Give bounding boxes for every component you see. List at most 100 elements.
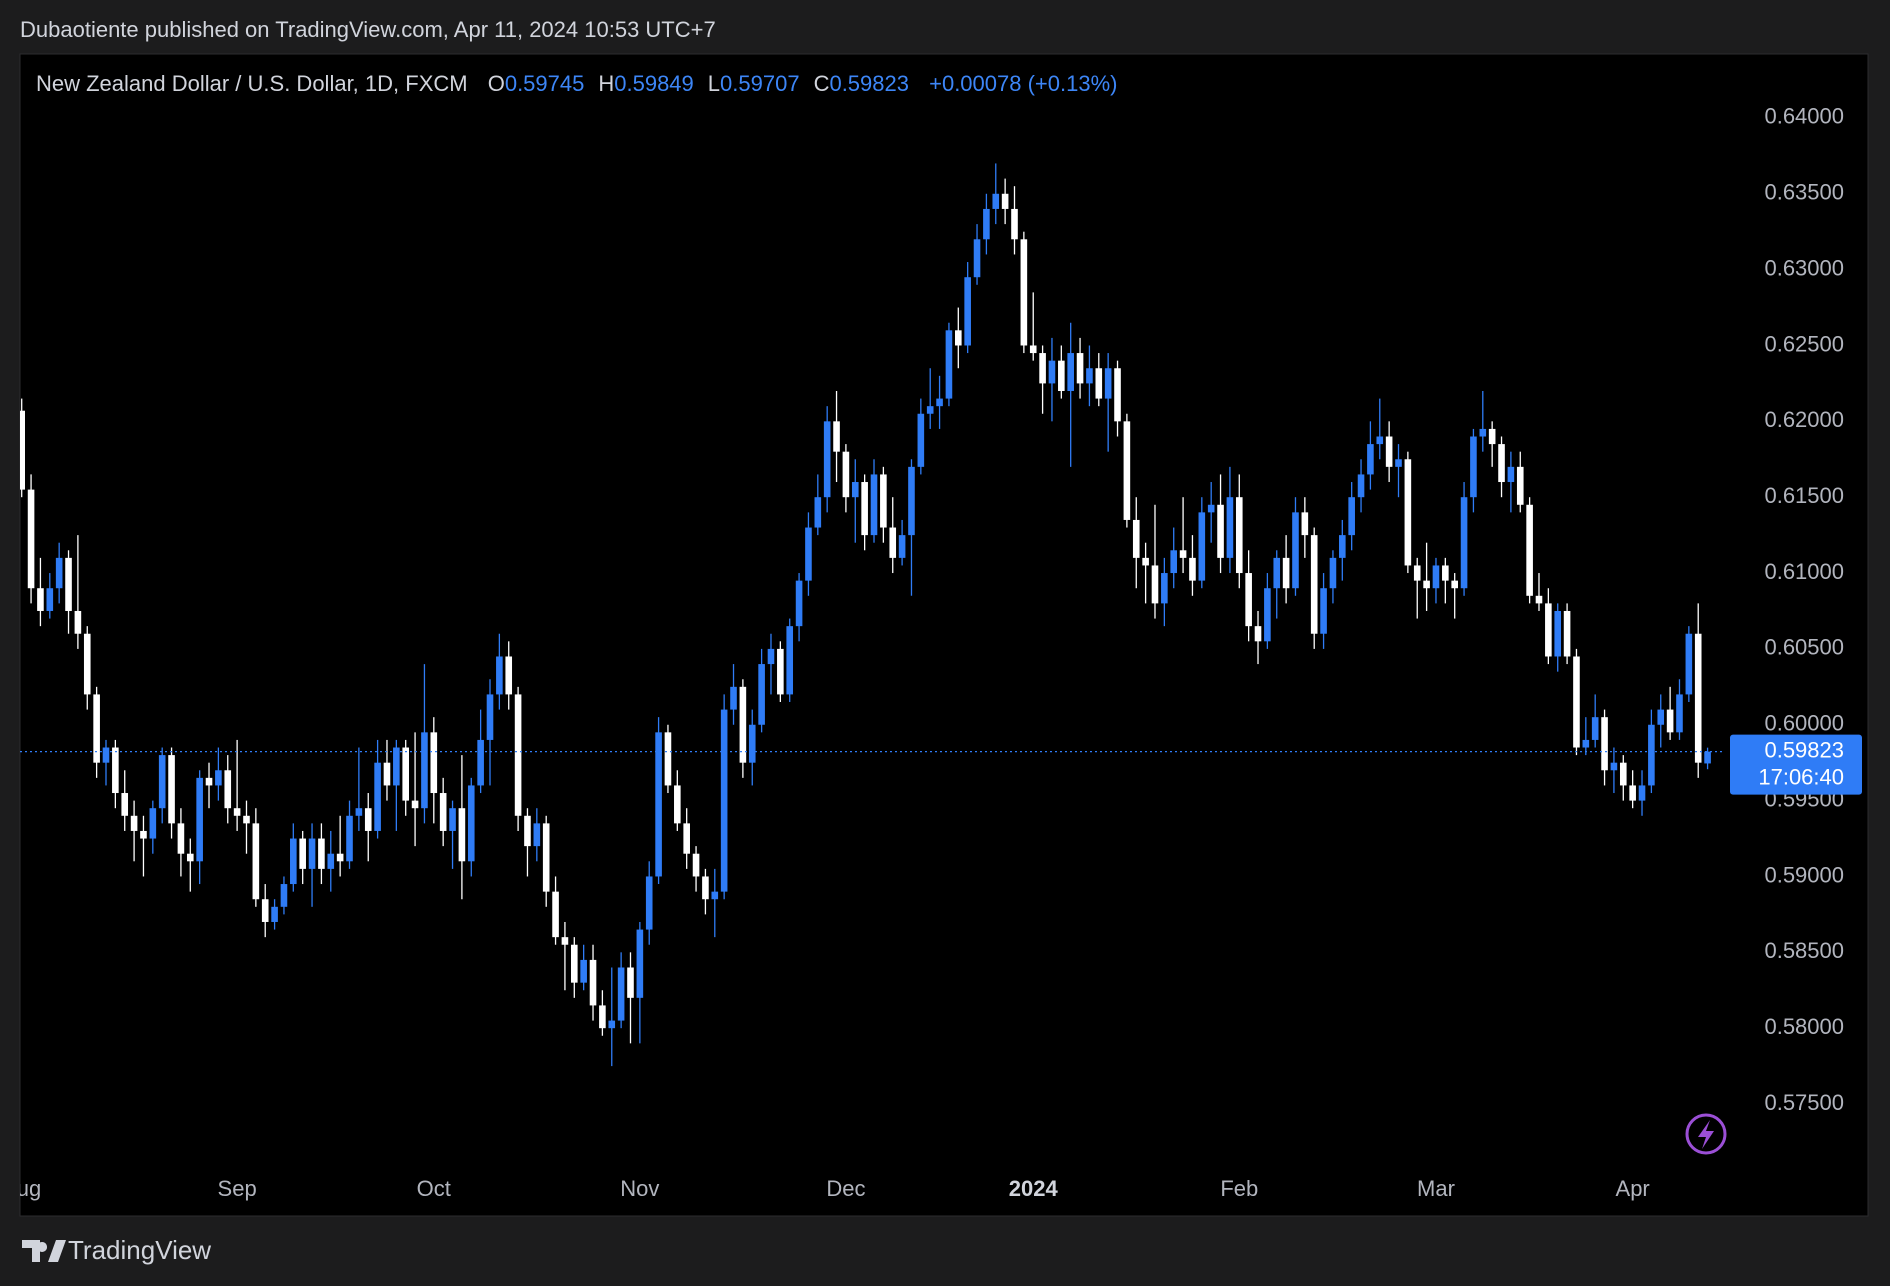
- candle-body: [1582, 739, 1590, 748]
- candle-body: [983, 208, 990, 240]
- candle-body: [805, 527, 812, 581]
- candle-body: [486, 694, 494, 740]
- candle-body: [664, 732, 672, 786]
- candle-body: [186, 853, 194, 862]
- candle-body: [1573, 656, 1580, 748]
- candle-body: [1498, 444, 1505, 483]
- candle-body: [870, 474, 878, 536]
- x-tick-label: Dec: [826, 1176, 865, 1201]
- candle-body: [1554, 610, 1562, 657]
- candle-body: [936, 398, 943, 407]
- candle-body: [1385, 436, 1393, 467]
- publish-header: Dubaotiente published on TradingView.com…: [20, 17, 716, 42]
- x-axis: Aug Sep Oct Nov Dec 2024 Feb Mar Apr: [2, 1176, 1650, 1201]
- candle-body: [570, 944, 578, 983]
- candle-body: [851, 482, 859, 498]
- candle-body: [1395, 459, 1402, 467]
- candle-body: [524, 815, 531, 847]
- candle-body: [1189, 557, 1196, 581]
- candle-body: [1367, 444, 1374, 475]
- candle-body: [767, 648, 775, 665]
- candle-body: [1685, 633, 1693, 695]
- candle-body: [215, 770, 222, 786]
- alert-bolt: [1698, 1120, 1714, 1149]
- candle-body: [645, 876, 653, 930]
- candle-body: [1301, 512, 1309, 536]
- candle-body: [561, 937, 569, 945]
- candle-body: [149, 808, 157, 839]
- x-tick-label: Sep: [218, 1176, 257, 1201]
- last-price-label: 0.59823: [1764, 737, 1844, 762]
- candle-body: [636, 929, 644, 998]
- candle-body: [55, 557, 63, 589]
- candle-body: [130, 815, 138, 831]
- candle-body: [814, 497, 822, 528]
- candle-body: [177, 823, 185, 854]
- candle-body: [1132, 519, 1140, 558]
- candle-body: [1638, 785, 1646, 801]
- alert-icon[interactable]: [1685, 1113, 1727, 1155]
- candle-body: [411, 800, 419, 809]
- candle-body: [233, 808, 241, 816]
- candle-body: [1648, 724, 1655, 786]
- logo-mark: [22, 1240, 66, 1262]
- candle-body: [739, 686, 747, 763]
- candle-body: [102, 747, 110, 763]
- candle-body: [692, 853, 700, 877]
- candle-body: [655, 732, 662, 877]
- candle-body: [158, 755, 166, 809]
- candle-body: [833, 421, 840, 452]
- candle-body: [1076, 353, 1084, 384]
- candle-body: [121, 793, 129, 816]
- candle-body: [1507, 466, 1515, 483]
- y-tick-label: 0.64000: [1764, 104, 1844, 129]
- candle-body: [364, 808, 372, 831]
- candle-body: [777, 648, 784, 695]
- candle-body: [702, 876, 709, 900]
- candle-body: [1142, 557, 1149, 566]
- ohlc-label: H: [598, 71, 614, 96]
- x-tick-label: Aug: [2, 1176, 41, 1201]
- ohlc-value: 0.59707: [720, 71, 800, 96]
- price-change: +0.00078 (+0.13%): [929, 71, 1117, 96]
- x-tick-label: Apr: [1616, 1176, 1650, 1201]
- candle-body: [1432, 565, 1440, 589]
- candle-body: [1029, 345, 1037, 354]
- candle-body: [290, 838, 297, 885]
- candle-body: [1601, 717, 1608, 771]
- candle-body: [580, 959, 587, 983]
- candle-body: [505, 656, 513, 695]
- candle-body: [308, 838, 316, 869]
- candle-body: [1563, 610, 1571, 657]
- candle-body: [720, 709, 728, 892]
- y-tick-label: 0.63500: [1764, 180, 1844, 205]
- ohlc-value: 0.59823: [829, 71, 909, 96]
- candle-body: [1086, 368, 1093, 384]
- last-price-tag: [1730, 734, 1862, 795]
- ohlc-label: L: [708, 71, 720, 96]
- candle-body: [1273, 557, 1281, 589]
- candle-body: [1264, 588, 1271, 642]
- candle-body: [1058, 360, 1065, 391]
- candle-body: [1451, 580, 1458, 589]
- candle-body: [945, 330, 953, 399]
- candle-body: [467, 785, 475, 862]
- candle-body: [496, 656, 503, 695]
- candle-body: [514, 694, 522, 816]
- candle-body: [112, 747, 119, 794]
- candle-body: [1619, 762, 1627, 786]
- candle-body: [1479, 428, 1487, 437]
- candle-body: [74, 610, 82, 634]
- symbol-legend: New Zealand Dollar / U.S. Dollar, 1D, FX…: [36, 71, 1117, 96]
- candle-body: [1535, 595, 1543, 604]
- ohlc-values: O0.59745 H0.59849 L0.59707 C0.59823: [488, 71, 909, 96]
- alert-circle: [1685, 1113, 1727, 1155]
- candle-body: [1442, 565, 1449, 581]
- candle-body: [1123, 421, 1131, 520]
- y-tick-label: 0.62000: [1764, 407, 1844, 432]
- candle-body: [1694, 633, 1702, 763]
- plot-area: [20, 163, 1724, 1067]
- ohlc-label: O: [488, 71, 505, 96]
